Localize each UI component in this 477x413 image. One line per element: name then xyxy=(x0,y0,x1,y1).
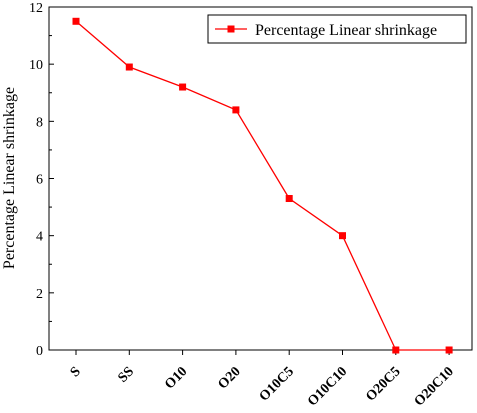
data-point-marker xyxy=(232,106,240,114)
legend-box xyxy=(207,14,467,44)
series-layer xyxy=(72,17,453,354)
x-tick-label: O20C5 xyxy=(363,364,403,404)
y-tick-label: 0 xyxy=(36,344,43,359)
data-point-marker xyxy=(179,83,187,91)
x-tick-label: SS xyxy=(116,364,138,386)
x-axis-ticks: S SS O10 O20 O10C5 O10C10 O20C5 O20C10 xyxy=(68,350,457,409)
y-tick-label: 10 xyxy=(29,58,43,73)
y-tick-label: 8 xyxy=(36,115,43,130)
data-point-marker xyxy=(445,346,453,354)
y-axis-title: Percentage Linear shrinkage xyxy=(1,87,18,269)
data-point-marker xyxy=(72,17,80,25)
legend: Percentage Linear shrinkage xyxy=(207,14,467,44)
data-point-marker xyxy=(285,195,293,203)
data-point-marker xyxy=(392,346,400,354)
x-tick-label: O20C10 xyxy=(412,364,457,409)
x-tick-label: O10 xyxy=(162,364,190,392)
legend-marker-square xyxy=(227,25,235,33)
x-tick-label: O20 xyxy=(216,364,244,392)
y-tick-label: 6 xyxy=(36,173,43,188)
x-tick-label: O10C5 xyxy=(257,364,297,404)
plot-frame xyxy=(48,6,473,351)
legend-label: Percentage Linear shrinkage xyxy=(255,22,437,39)
data-point-marker xyxy=(125,63,133,71)
data-point-marker xyxy=(339,232,346,240)
y-axis-ticks: 0 2 4 6 8 10 12 xyxy=(29,1,54,359)
y-tick-label: 12 xyxy=(29,1,43,16)
series-line xyxy=(75,20,450,351)
y-tick-label: 2 xyxy=(36,287,43,302)
x-tick-label: S xyxy=(68,364,84,380)
x-tick-label: O10C10 xyxy=(305,364,350,409)
y-tick-label: 4 xyxy=(36,230,43,245)
